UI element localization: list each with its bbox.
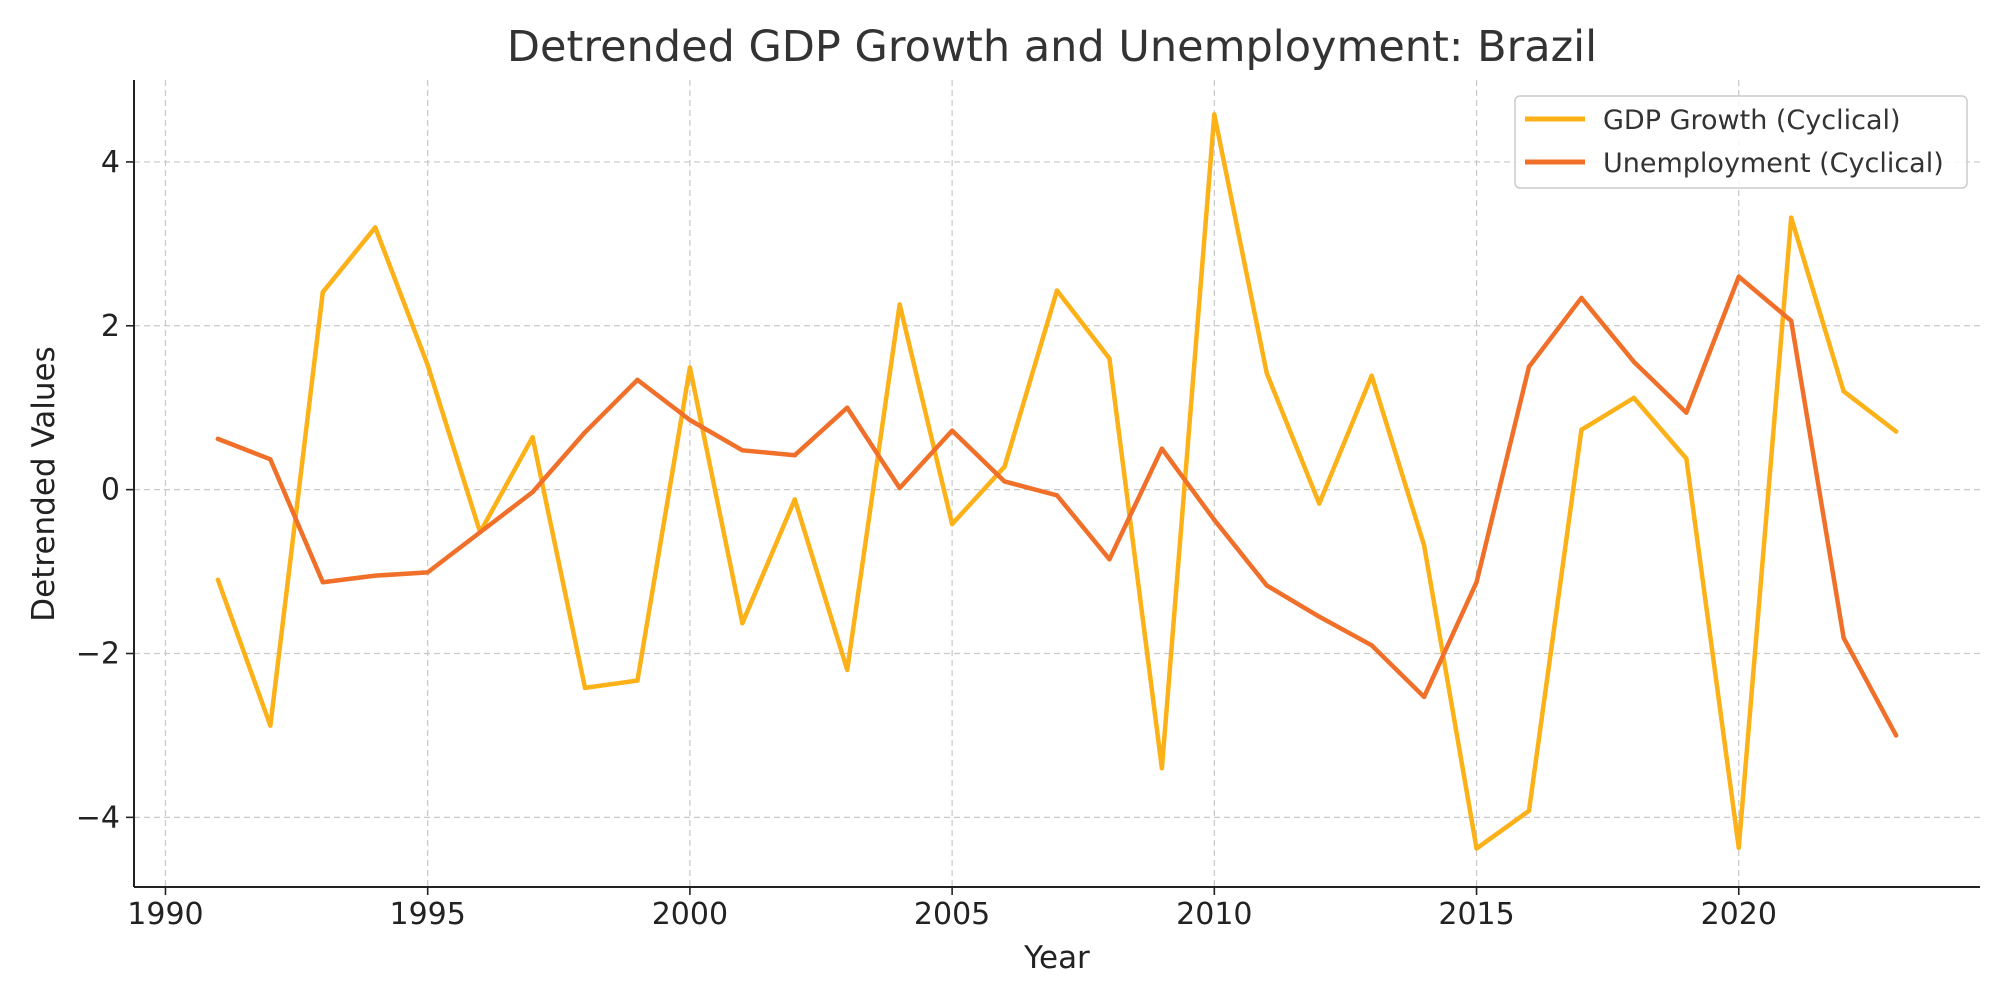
grid — [134, 80, 1980, 887]
data-point — [1369, 373, 1374, 378]
data-point — [740, 448, 745, 453]
data-point — [1841, 635, 1846, 641]
data-point — [1002, 464, 1007, 469]
y-tick-label: 0 — [101, 473, 120, 508]
y-tick-label: 4 — [101, 145, 120, 180]
data-point — [215, 436, 221, 442]
data-point — [635, 377, 640, 383]
x-tick-label: 2000 — [652, 897, 728, 932]
data-point — [635, 678, 640, 683]
data-point — [1684, 456, 1689, 461]
y-tick-label: −4 — [76, 800, 120, 835]
data-point — [1264, 371, 1269, 376]
data-point — [1421, 694, 1427, 700]
data-point — [740, 620, 745, 626]
legend-label: Unemployment (Cyclical) — [1603, 148, 1944, 179]
legend-label: GDP Growth (Cyclical) — [1603, 105, 1901, 136]
data-point — [897, 302, 902, 307]
x-tick-label: 2005 — [914, 897, 990, 932]
data-point — [1893, 733, 1899, 738]
data-point — [792, 497, 797, 502]
data-point — [582, 685, 588, 691]
data-point — [1107, 356, 1112, 361]
data-point — [1264, 583, 1269, 588]
data-point — [477, 530, 483, 535]
data-point — [268, 457, 273, 462]
x-tick-label: 1995 — [390, 897, 466, 932]
data-point — [1369, 643, 1374, 648]
data-point — [792, 453, 797, 458]
data-point — [1474, 846, 1479, 851]
axes: 1990 1995 2000 2005 2010 2015 2020 −4 −2 0 2 4 — [76, 80, 1980, 932]
data-point — [1789, 215, 1794, 220]
y-tick-label: −2 — [76, 637, 120, 672]
data-point — [949, 521, 955, 527]
x-tick-label: 1990 — [127, 897, 203, 932]
data-point — [1212, 517, 1217, 523]
x-tick-label: 2020 — [1701, 897, 1777, 932]
data-point — [1631, 359, 1637, 365]
data-point — [1684, 410, 1689, 415]
series-group — [215, 112, 1899, 851]
data-point — [1054, 493, 1060, 498]
data-point — [1526, 364, 1532, 369]
data-point — [1002, 479, 1007, 484]
data-point — [1841, 389, 1846, 394]
data-point — [530, 489, 535, 495]
x-tick-label: 2015 — [1438, 897, 1514, 932]
data-point — [425, 570, 430, 575]
data-point — [1159, 766, 1165, 771]
data-point — [373, 225, 378, 230]
data-point — [897, 485, 902, 491]
data-point — [1579, 295, 1584, 301]
data-point — [268, 723, 273, 728]
data-point — [1317, 614, 1322, 619]
data-point — [530, 435, 535, 440]
data-point — [845, 667, 850, 673]
legend-box — [1514, 95, 1968, 189]
chart-title: Detrended GDP Growth and Unemployment: B… — [507, 22, 1597, 72]
x-tick-label: 2010 — [1176, 897, 1252, 932]
data-point — [320, 580, 325, 585]
data-point — [1054, 288, 1060, 293]
data-point — [1736, 845, 1741, 850]
x-axis-label: Year — [1023, 940, 1090, 976]
data-point — [1789, 318, 1794, 324]
data-point — [1421, 543, 1427, 548]
data-point — [1631, 395, 1637, 401]
data-point — [320, 289, 325, 295]
data-point — [687, 365, 693, 370]
data-point — [1579, 427, 1584, 433]
data-point — [949, 428, 955, 433]
data-point — [1736, 274, 1741, 279]
data-point — [582, 430, 588, 435]
data-point — [1212, 112, 1217, 117]
data-point — [425, 362, 430, 368]
data-point — [1159, 446, 1165, 451]
data-point — [687, 417, 693, 423]
y-tick-label: 2 — [101, 309, 120, 344]
data-point — [1317, 501, 1322, 506]
y-axis-label: Detrended Values — [26, 346, 62, 621]
series-line-0 — [215, 112, 1899, 851]
data-point — [373, 573, 378, 578]
data-point — [1474, 580, 1479, 585]
data-point — [1893, 429, 1899, 434]
data-point — [1107, 557, 1112, 562]
data-point — [845, 405, 850, 410]
data-point — [215, 577, 221, 582]
data-point — [1526, 808, 1532, 814]
legend: GDP Growth (Cyclical) Unemployment (Cycli… — [1514, 95, 1968, 189]
